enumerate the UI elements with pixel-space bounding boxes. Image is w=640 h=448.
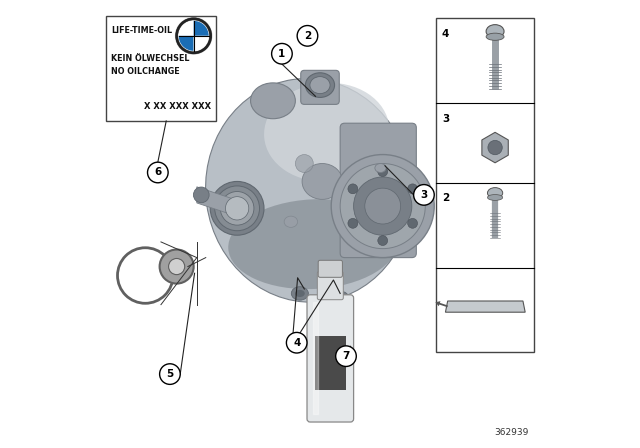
Text: X XX XXX XXX: X XX XXX XXX [144,102,211,111]
Circle shape [408,184,417,194]
Ellipse shape [228,199,398,289]
FancyArrow shape [435,301,448,307]
Text: 6: 6 [154,168,161,177]
Text: 362939: 362939 [494,428,529,437]
Ellipse shape [264,83,389,181]
Wedge shape [194,21,209,36]
Ellipse shape [205,78,412,302]
Circle shape [378,236,388,246]
Wedge shape [179,21,194,36]
Circle shape [378,167,388,177]
Text: LIFE-TIME-OIL: LIFE-TIME-OIL [111,26,172,34]
Wedge shape [179,36,194,51]
Ellipse shape [486,25,504,38]
Circle shape [413,185,434,205]
Text: 1: 1 [278,49,285,59]
Ellipse shape [486,33,504,40]
Wedge shape [194,36,209,51]
FancyBboxPatch shape [301,70,339,104]
Circle shape [297,26,317,46]
Ellipse shape [193,187,209,202]
Ellipse shape [284,216,298,228]
Ellipse shape [302,164,342,199]
Ellipse shape [251,83,296,119]
Circle shape [348,184,358,194]
Ellipse shape [220,192,254,225]
Polygon shape [445,301,525,312]
Circle shape [159,364,180,384]
Text: 7: 7 [342,351,349,361]
FancyBboxPatch shape [318,260,342,277]
Circle shape [336,346,356,366]
Ellipse shape [332,291,349,305]
Circle shape [159,250,194,284]
Ellipse shape [295,290,305,297]
Circle shape [340,164,426,249]
Text: NO OILCHANGE: NO OILCHANGE [111,67,180,76]
Circle shape [271,43,292,64]
Text: 3: 3 [442,114,449,124]
Ellipse shape [375,164,386,172]
Text: 2: 2 [304,31,311,41]
Circle shape [353,177,412,235]
FancyBboxPatch shape [340,123,417,258]
FancyBboxPatch shape [436,18,534,352]
Circle shape [177,19,211,53]
Ellipse shape [296,155,314,172]
FancyBboxPatch shape [315,336,346,390]
FancyBboxPatch shape [106,16,216,121]
Circle shape [168,258,185,275]
Ellipse shape [310,77,330,94]
Circle shape [148,162,168,183]
Circle shape [287,332,307,353]
Ellipse shape [291,287,308,300]
Text: 3: 3 [420,190,428,200]
Circle shape [488,140,502,155]
Ellipse shape [215,186,260,231]
Ellipse shape [305,73,335,98]
Circle shape [332,155,435,258]
Text: KEIN ÖLWECHSEL: KEIN ÖLWECHSEL [111,54,189,63]
Ellipse shape [488,194,502,200]
Ellipse shape [335,294,345,302]
Ellipse shape [225,197,249,220]
Ellipse shape [210,181,264,235]
FancyBboxPatch shape [307,295,353,422]
Circle shape [348,218,358,228]
Text: 2: 2 [442,193,449,203]
Circle shape [408,218,417,228]
Polygon shape [197,187,237,216]
Text: 4: 4 [442,29,449,39]
Text: 4: 4 [293,338,300,348]
Text: 5: 5 [166,369,173,379]
Circle shape [365,188,401,224]
Polygon shape [482,132,508,163]
FancyBboxPatch shape [317,271,343,300]
Ellipse shape [488,188,502,198]
